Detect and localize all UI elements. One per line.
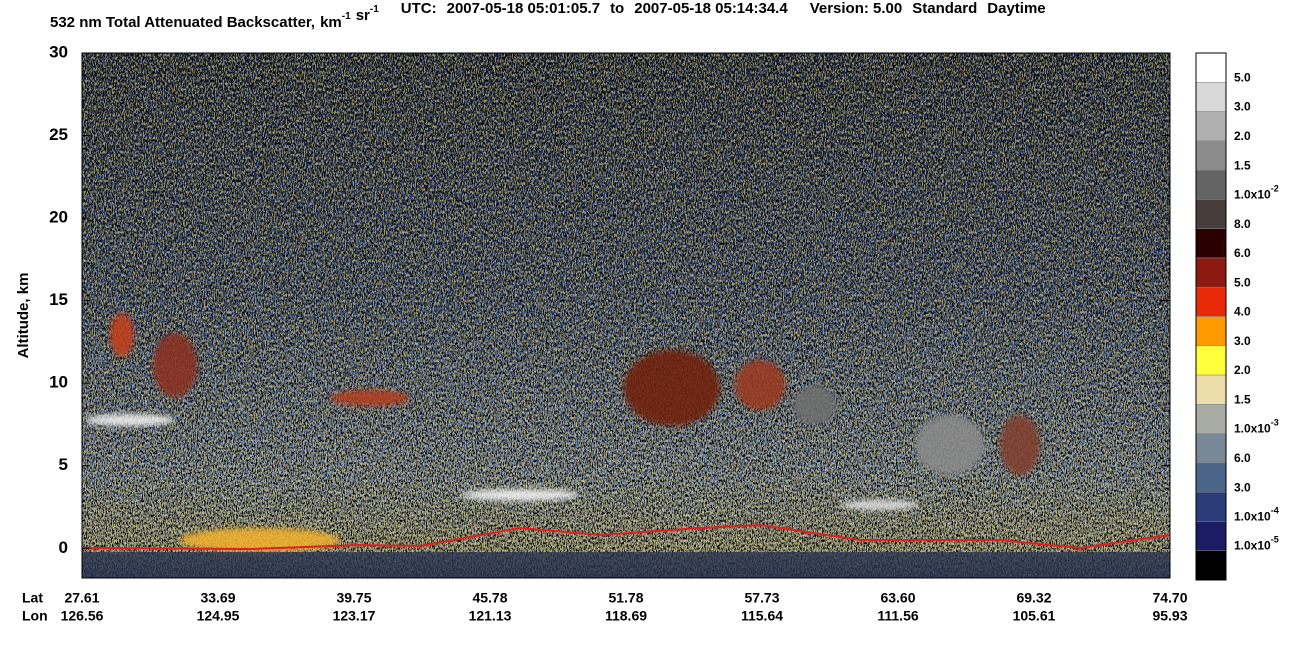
colorbar-swatch [1195, 316, 1227, 347]
x-tick-label: 69.32 [1016, 590, 1051, 606]
colorbar-label: 6.0 [1234, 246, 1251, 260]
colorbar-label: 4.0 [1234, 305, 1251, 319]
colorbar-mantissa: 1.0x10 [1234, 422, 1271, 436]
colorbar-swatch [1195, 199, 1227, 229]
x-tick-label: 33.69 [200, 590, 235, 606]
colorbar-swatch [1195, 257, 1227, 288]
unit-base: sr [356, 7, 370, 24]
colorbar-swatch [1195, 491, 1227, 522]
colorbar-mantissa: 1.0x10 [1234, 510, 1271, 524]
colorbar-swatch [1195, 111, 1227, 142]
title-part: UTC: [401, 0, 437, 17]
colorbar-swatch [1195, 462, 1227, 493]
x-tick-label: 118.69 [605, 608, 647, 624]
x-row-name: Lat [22, 590, 43, 606]
colorbar-label: 6.0 [1234, 451, 1251, 465]
colorbar-exponent: -3 [1271, 418, 1279, 428]
x-tick-label: 74.70 [1152, 590, 1187, 606]
colorbar-swatch [1195, 228, 1227, 259]
x-tick-label: 123.17 [333, 608, 376, 624]
y-tick-label: 0 [59, 538, 68, 557]
unit-exponent: -1 [342, 11, 351, 22]
colorbar-label: 3.0 [1234, 480, 1251, 494]
x-tick-label: 126.56 [61, 608, 104, 624]
plot-frame [81, 52, 1171, 579]
colorbar-swatch [1195, 433, 1227, 464]
chart-title: 532 nm Total Attenuated Backscatter, km-1… [50, 0, 1046, 31]
title-part: Standard [912, 0, 977, 17]
y-axis-label: Altitude, km [15, 273, 32, 359]
x-tick-label: 27.61 [64, 590, 99, 606]
colorbar-exponent: -2 [1271, 184, 1279, 194]
x-tick-label: 121.13 [469, 608, 512, 624]
colorbar-swatch [1195, 345, 1227, 376]
title-part: Daytime [987, 0, 1045, 17]
y-tick-label: 25 [49, 125, 68, 144]
colorbar-label: 1.5 [1234, 393, 1251, 407]
unit-exponent: -1 [370, 4, 379, 15]
x-tick-label: 45.78 [472, 590, 507, 606]
x-row-name: Lon [22, 608, 48, 624]
colorbar-label: 1.0x10-3 [1234, 418, 1279, 436]
colorbar-label: 2.0 [1234, 363, 1251, 377]
x-tick-label: 111.56 [877, 608, 918, 624]
colorbar-swatch [1195, 140, 1227, 171]
colorbar-label: 2.0 [1234, 129, 1251, 143]
x-tick-label: 105.61 [1013, 608, 1056, 624]
colorbar-mantissa: 1.0x10 [1234, 188, 1271, 202]
colorbar-swatch [1195, 286, 1227, 317]
x-tick-label: 95.93 [1152, 608, 1187, 624]
colorbar-label: 5.0 [1234, 275, 1251, 289]
title-part: to [610, 0, 624, 17]
x-tick-label: 57.73 [744, 590, 779, 606]
title-part: 2007-05-18 05:01:05.7 [447, 0, 600, 17]
colorbar-label: 3.0 [1234, 100, 1251, 114]
backscatter-image [81, 53, 1171, 578]
colorbar-label: 1.0x10-5 [1234, 535, 1279, 553]
colorbar-swatch [1195, 169, 1227, 200]
colorbar-exponent: -5 [1271, 535, 1279, 545]
title-part: 2007-05-18 05:14:34.4 [634, 0, 788, 17]
y-tick-label: 5 [59, 455, 68, 474]
colorbar-mantissa: 1.0x10 [1234, 539, 1271, 553]
colorbar-swatch [1195, 82, 1227, 112]
colorbar-swatch [1195, 550, 1227, 581]
y-tick-label: 20 [49, 208, 68, 227]
unit-base: km [320, 14, 342, 31]
title-part: Version: 5.00 [810, 0, 903, 17]
title-text: 532 nm Total Attenuated Backscatter, [50, 14, 315, 31]
colorbar-swatch [1195, 404, 1227, 434]
x-tick-label: 51.78 [608, 590, 643, 606]
y-tick-label: 10 [49, 373, 68, 392]
x-tick-label: 39.75 [336, 590, 371, 606]
colorbar-label: 5.0 [1234, 70, 1251, 84]
colorbar-swatch [1195, 52, 1227, 83]
colorbar-label: 1.5 [1234, 158, 1251, 172]
x-tick-label: 124.95 [197, 608, 240, 624]
x-tick-label: 115.64 [741, 608, 783, 624]
x-tick-label: 63.60 [880, 590, 915, 606]
colorbar-label: 8.0 [1234, 217, 1251, 231]
y-tick-label: 30 [49, 42, 68, 61]
colorbar-swatch [1195, 521, 1227, 551]
colorbar-label: 3.0 [1234, 334, 1251, 348]
y-tick-label: 15 [49, 290, 68, 309]
colorbar-label: 1.0x10-4 [1234, 506, 1279, 524]
colorbar-swatch [1195, 374, 1227, 405]
colorbar-label: 1.0x10-2 [1234, 184, 1279, 202]
colorbar-frame [1195, 52, 1227, 581]
colorbar-exponent: -4 [1271, 506, 1279, 516]
